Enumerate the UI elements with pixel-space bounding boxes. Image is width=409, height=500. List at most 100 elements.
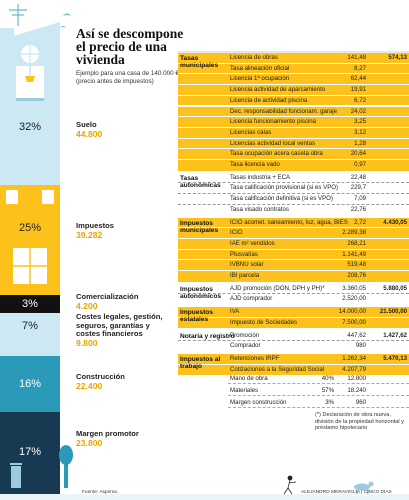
table-row: Cotizaciones a la Seguridad Social 4.207,… [178,364,409,376]
row-value: 7,09 [354,195,366,203]
construction-value: 12.800 [347,375,366,382]
row-value: 62,44 [350,75,366,83]
table-row: Tasa calificación definitiva (si es VPO)… [178,194,409,205]
row-label: AJD comprador [230,295,273,303]
table-row: IVA 14.000,00 21.500,00 [178,307,409,318]
group-total: 5.470,13 [383,354,407,362]
construction-row: Materiales 57% 18.240 [228,385,409,396]
row-label: IVA [230,308,240,316]
bar-costes [0,313,60,356]
breakdown-name: Comercialización [76,292,139,301]
table-row: Licencias actividad local ventas 1,28 [178,138,409,150]
group-label: Impuestos municipales [180,219,219,234]
breakdown-pct: 32% [18,121,42,133]
breakdown-amount: 4.200 [76,300,98,311]
row-value: 4.207,79 [342,365,366,373]
group-label: Impuestos al trabajo [180,355,221,370]
construction-label: Mano de obra [230,375,268,382]
row-value: 229,7 [350,184,366,192]
group-total: 5.880,05 [383,284,407,292]
table-row: Licencia funcionamiento piscina 3,25 [178,117,409,128]
breakdown-name: Margen promotor [76,429,139,438]
table-row: IVBNU solar 519,48 [178,260,409,271]
row-value: 3,25 [354,118,366,126]
table-row: ICIO 2.289,38 [178,228,409,239]
table-row: Licencia de actividad piscina 6,72 [178,95,409,107]
breakdown-name: Costes legales, gestión, seguros, garant… [76,312,163,339]
construction-pct: 57% [321,386,334,394]
breakdown-label: Suelo 44.800 [76,120,174,139]
row-label: ICIO [230,229,243,237]
table-row: Licencia 1ª ocupación 62,44 [178,74,409,86]
roof [0,22,60,44]
row-label: Plusvalías [230,250,258,258]
table-row: Tasas industria + ECA 22,48 [178,172,409,184]
table-row: Tasa calificación provisional (si es VPO… [178,183,409,195]
row-label: Licencias calas [230,128,272,136]
row-label: Tasa calificación provisional (si es VPO… [230,184,339,192]
row-value: 22,48 [350,173,366,181]
table-row: Tasa alineación oficial 8,27 [178,63,409,75]
row-value: 6,72 [354,96,366,104]
row-label: Tasa calificación definitiva (si es VPO) [230,195,333,203]
table-row: Dec. responsabilidad funcionam. garaje 24… [178,106,409,118]
row-label: Impuesto de Sociedades [230,318,298,326]
footnote: (*) Declaración de obra nueva, división … [315,412,404,432]
construction-pct: 3% [325,398,334,406]
row-label: Licencia de actividad piscina [230,96,308,104]
breakdown-pct: 3% [22,298,38,310]
row-label: Promoción [230,331,260,339]
row-value: 2,72 [354,218,366,226]
row-value: 141,48 [347,54,366,61]
bar-suelo [0,42,60,185]
table-row: AJD comprador 2.520,00 [178,294,409,306]
bar-margen [0,412,60,494]
group-total: 21.500,00 [379,308,407,316]
trash-bin-icon [10,463,22,488]
breakdown-pct: 17% [18,446,42,458]
construction-pct: 40% [321,375,334,382]
row-label: Tasa visado contratos [230,205,289,213]
table-row: Licencia de obras 141,48 574,13 [178,53,409,64]
row-value: 20,64 [350,150,366,158]
table-row: AJD promoción (DON, DPH y PH)* 3.360,05 5.… [178,283,409,295]
row-value: 8,27 [354,64,366,72]
row-value: 19,91 [350,86,366,94]
row-value: 0,97 [354,161,366,168]
row-value: 980 [355,342,366,350]
breakdown-amount: 9.800 [76,337,98,348]
group-total: 4.430,05 [383,218,407,226]
table-row: IAE m² vendidos 268,21 [178,238,409,250]
construction-row: Mano de obra 40% 12.800 [228,373,409,385]
table-row: Impuesto de Sociedades 7.500,00 [178,317,409,329]
row-label: Licencia actividad de aparcamiento [230,86,326,94]
breakdown-label: Construcción 22.400 [76,372,174,390]
row-value: 14.000,00 [338,308,366,316]
row-label: ICIO acomet. saneamiento, luz, agua, BIE… [230,218,348,226]
construction-label: Margen construcción [230,398,287,406]
group-label: Tasas autonómicas [180,174,221,189]
row-value: 1.262,34 [342,354,366,362]
row-label: AJD promoción (DON, DPH y PH)* [230,284,325,292]
row-value: 1.141,49 [342,250,366,258]
group-label: Notaría y registro [180,332,235,340]
bar-construccion [0,356,60,412]
breakdown-amount: 44.800 [76,128,103,139]
group-label: Tasas municipales [180,55,219,69]
breakdown-label: Comercialización 4.200 [76,292,174,311]
group-total: 1.427,62 [383,331,407,339]
table-row: Comprador 980 [178,341,409,352]
row-value: 447,62 [347,331,366,339]
row-value: 519,48 [347,261,366,269]
row-label: Cotizaciones a la Seguridad Social [230,365,325,373]
breakdown-label: Costes legales, gestión, seguros, garant… [76,312,174,348]
row-value: 1,28 [354,139,366,147]
table-row: Licencia actividad de aparcamiento 19,91 [178,85,409,96]
breakdown-name: Construcción [76,372,125,381]
row-label: Licencia de obras [230,54,278,61]
construction-value: 18.240 [347,386,366,394]
round-window-icon [21,45,39,63]
construction-value: 960 [355,398,366,406]
bar-comercializacion [0,295,60,313]
